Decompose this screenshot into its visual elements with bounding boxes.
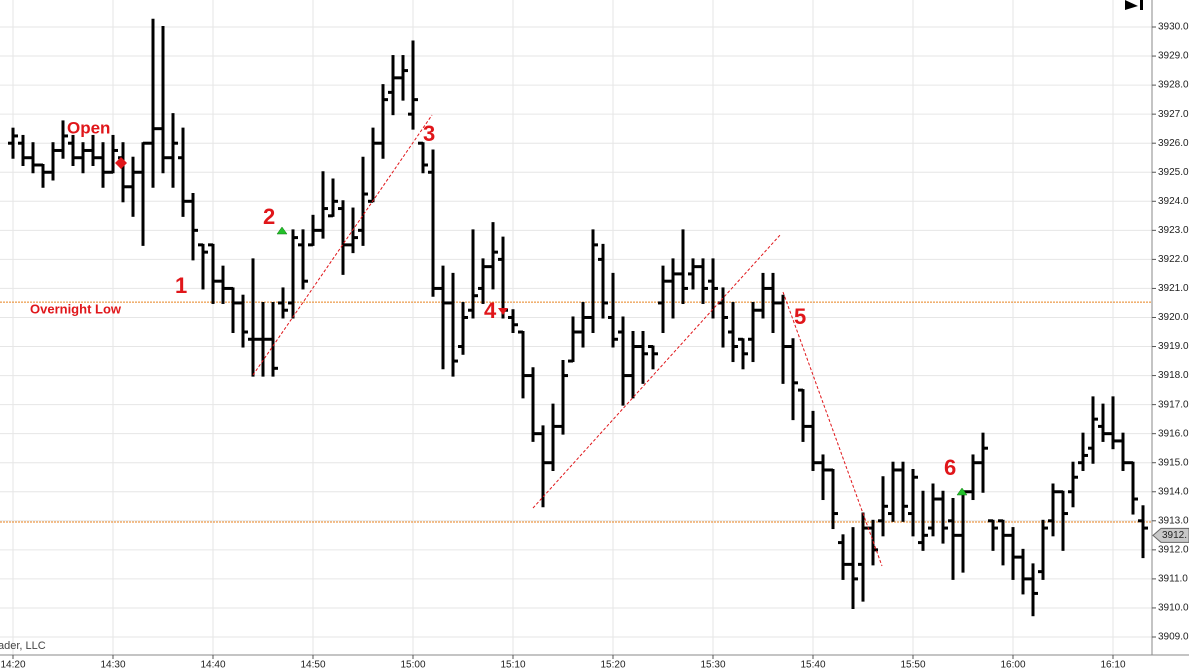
grid: [0, 0, 1152, 655]
annotation: 6: [944, 455, 956, 480]
y-tick-label: 3916.0: [1158, 428, 1189, 439]
y-tick-label: 3925.0: [1158, 167, 1189, 178]
y-tick-label: 3928.0: [1158, 80, 1189, 91]
y-tick-label: 3927.0: [1158, 109, 1189, 120]
x-tick-label: 16:10: [1100, 660, 1125, 671]
bars: [8, 18, 1148, 617]
y-tick-label: 3930.0: [1158, 22, 1189, 33]
scroll-icon[interactable]: [1125, 0, 1138, 10]
trend-line: [532, 233, 782, 509]
annotation: 5: [794, 304, 806, 329]
x-tick-label: 14:20: [0, 660, 25, 671]
buy-marker: [276, 226, 288, 235]
y-tick-label: 3921.0: [1158, 283, 1189, 294]
y-tick-label: 3910.0: [1158, 603, 1189, 614]
y-tick-label: 3912.0: [1158, 544, 1189, 555]
y-tick-label: 3913.0: [1158, 515, 1189, 526]
annotation: 4: [484, 298, 497, 323]
scroll-icon[interactable]: [1140, 0, 1143, 10]
sell-marker: [498, 308, 508, 315]
x-tick-label: 15:20: [600, 660, 625, 671]
x-tick-label: 15:30: [700, 660, 725, 671]
annotation: 2: [263, 204, 275, 229]
reference-label: Overnight Low: [30, 302, 122, 317]
x-tick-label: 14:30: [100, 660, 125, 671]
annotation: Open: [67, 118, 110, 137]
y-tick-label: 3926.0: [1158, 138, 1189, 149]
trend-line: [252, 114, 433, 376]
y-tick-label: 3923.0: [1158, 225, 1189, 236]
x-tick-label: 15:00: [400, 660, 425, 671]
y-tick-label: 3911.0: [1158, 574, 1188, 585]
y-tick-label: 3922.0: [1158, 254, 1189, 265]
trend-line: [782, 291, 883, 567]
x-tick-label: 15:40: [800, 660, 825, 671]
y-tick-label: 3924.0: [1158, 196, 1189, 207]
last-price-tag: [1152, 527, 1189, 543]
y-tick-label: 3917.0: [1158, 399, 1189, 410]
buy-marker: [956, 487, 968, 496]
x-tick-label: 15:10: [500, 660, 525, 671]
x-tick-label: 16:00: [1000, 660, 1025, 671]
watermark: Trader, LLC: [0, 640, 46, 652]
y-tick-label: 3918.0: [1158, 370, 1189, 381]
y-tick-label: 3919.0: [1158, 341, 1189, 352]
open-marker: [115, 157, 127, 169]
y-tick-label: 3914.0: [1158, 486, 1189, 497]
x-tick-label: 14:40: [200, 660, 225, 671]
y-tick-label: 3920.0: [1158, 312, 1189, 323]
annotation: 3: [423, 121, 435, 146]
x-tick-label: 15:50: [900, 660, 925, 671]
x-tick-label: 14:50: [300, 660, 325, 671]
y-tick-label: 3915.0: [1158, 457, 1189, 468]
annotation: 1: [175, 273, 187, 298]
y-tick-label: 3909.0: [1158, 632, 1189, 643]
y-tick-label: 3929.0: [1158, 51, 1189, 62]
last-price-label: 3912.: [1162, 530, 1187, 541]
